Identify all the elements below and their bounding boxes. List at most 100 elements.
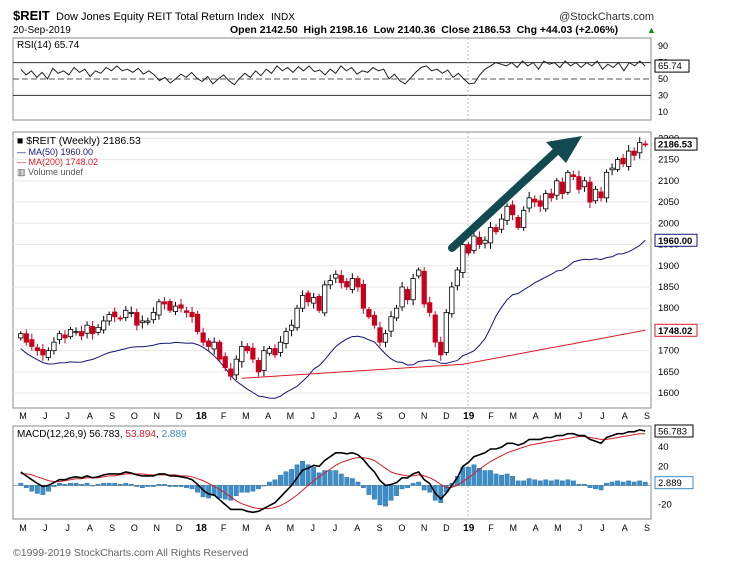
candle-body	[255, 360, 261, 373]
macd-histogram-bar	[593, 485, 598, 490]
price-candle	[532, 195, 538, 208]
candle-body	[388, 316, 394, 332]
candle-body	[217, 341, 223, 360]
macd-histogram-bar	[626, 480, 632, 486]
price-candle	[311, 292, 317, 309]
macd-histogram-bar	[637, 480, 643, 486]
price-tick-label: 2100	[658, 176, 679, 187]
macd-histogram-bar	[377, 485, 383, 506]
candle-body	[244, 346, 250, 352]
month-label: M	[554, 411, 562, 421]
candle-body	[532, 198, 538, 203]
macd-histogram-bar	[244, 485, 250, 493]
month-label: J	[65, 411, 70, 421]
price-candle	[631, 147, 637, 161]
macd-title-part: ,	[156, 429, 162, 440]
candle-body	[465, 244, 471, 254]
rsi-tick-label: 30	[658, 90, 668, 100]
macd-histogram-bar	[360, 485, 366, 488]
macd-histogram-bar	[537, 480, 543, 486]
candle-body	[161, 301, 168, 305]
month-label: N	[421, 523, 428, 533]
macd-histogram-bar	[631, 481, 637, 486]
macd-histogram-bar	[559, 480, 565, 486]
month-label: D	[443, 523, 450, 533]
candle-body	[427, 302, 433, 313]
month-label: S	[377, 523, 383, 533]
price-candle	[78, 325, 85, 341]
price-candle	[29, 333, 35, 351]
price-candle	[167, 298, 173, 313]
macd-histogram-bar	[128, 484, 134, 486]
month-label: A	[622, 523, 628, 533]
month-label: M	[510, 411, 518, 421]
month-label: D	[176, 523, 183, 533]
candle-body	[277, 341, 284, 353]
price-candle	[482, 236, 488, 249]
macd-histogram-bar	[521, 480, 527, 486]
price-candle	[305, 289, 311, 307]
candle-body	[615, 159, 621, 170]
price-tick-label: 1700	[658, 346, 679, 357]
candle-body	[195, 313, 201, 332]
macd-histogram-bar	[515, 480, 521, 486]
price-candle	[565, 169, 571, 195]
macd-histogram-bar	[311, 466, 317, 486]
macd-histogram-bar	[233, 485, 239, 496]
chart-date: 20-Sep-2019	[13, 25, 71, 36]
macd-histogram-bar	[543, 479, 549, 486]
ma50-line	[20, 239, 646, 399]
candle-body	[360, 284, 366, 309]
month-label: M	[19, 411, 27, 421]
candle-body	[382, 333, 389, 343]
chart-index-name: Dow Jones Equity REIT Total Return Index	[56, 11, 265, 23]
price-tick-label: 1850	[658, 282, 679, 293]
price-candle	[471, 231, 477, 254]
month-label: J	[43, 411, 48, 421]
price-candle	[112, 307, 118, 323]
macd-histogram-bar	[499, 474, 504, 486]
price-candle	[526, 191, 532, 213]
price-candle	[620, 154, 626, 168]
macd-histogram-bar	[84, 482, 90, 486]
month-label: 19	[463, 411, 475, 422]
month-label: S	[109, 411, 115, 421]
candle-body	[34, 347, 40, 352]
price-candle	[117, 315, 123, 322]
candle-body	[405, 289, 411, 301]
price-candle	[206, 337, 212, 352]
candle-body	[355, 278, 361, 288]
rsi-tick-label: 90	[658, 41, 668, 51]
price-candle	[211, 337, 217, 355]
ma50-tag-label: 1960.00	[658, 236, 692, 247]
macd-signal-line	[20, 433, 646, 509]
price-candle	[255, 357, 261, 377]
candle-body	[432, 314, 438, 343]
candle-body	[349, 278, 355, 290]
candle-body	[316, 295, 322, 311]
month-label: A	[533, 523, 539, 533]
macd-histogram-bar	[173, 485, 178, 487]
macd-histogram-bar	[95, 484, 101, 486]
last-price-tag-box	[654, 137, 698, 151]
macd-histogram-bar	[338, 473, 344, 486]
macd-histogram-bar	[482, 470, 488, 486]
candle-body	[305, 292, 311, 303]
candle-body	[222, 356, 228, 369]
macd-title-part: 2.889	[162, 429, 187, 440]
candle-body	[200, 332, 206, 343]
price-candle	[139, 315, 145, 329]
price-tick-label: 1600	[658, 388, 679, 399]
macd-histogram-bar	[438, 485, 444, 503]
macd-histogram-bar	[156, 484, 162, 486]
macd-histogram-bar	[23, 485, 29, 488]
macd-histogram-bar	[267, 481, 272, 486]
candle-body	[183, 310, 190, 313]
candle-body	[45, 350, 51, 358]
macd-histogram-bar	[493, 473, 499, 486]
price-candle	[592, 185, 599, 204]
price-candle	[410, 273, 416, 306]
price-candle	[73, 327, 79, 336]
price-candle	[266, 346, 273, 356]
price-candle	[300, 290, 306, 313]
